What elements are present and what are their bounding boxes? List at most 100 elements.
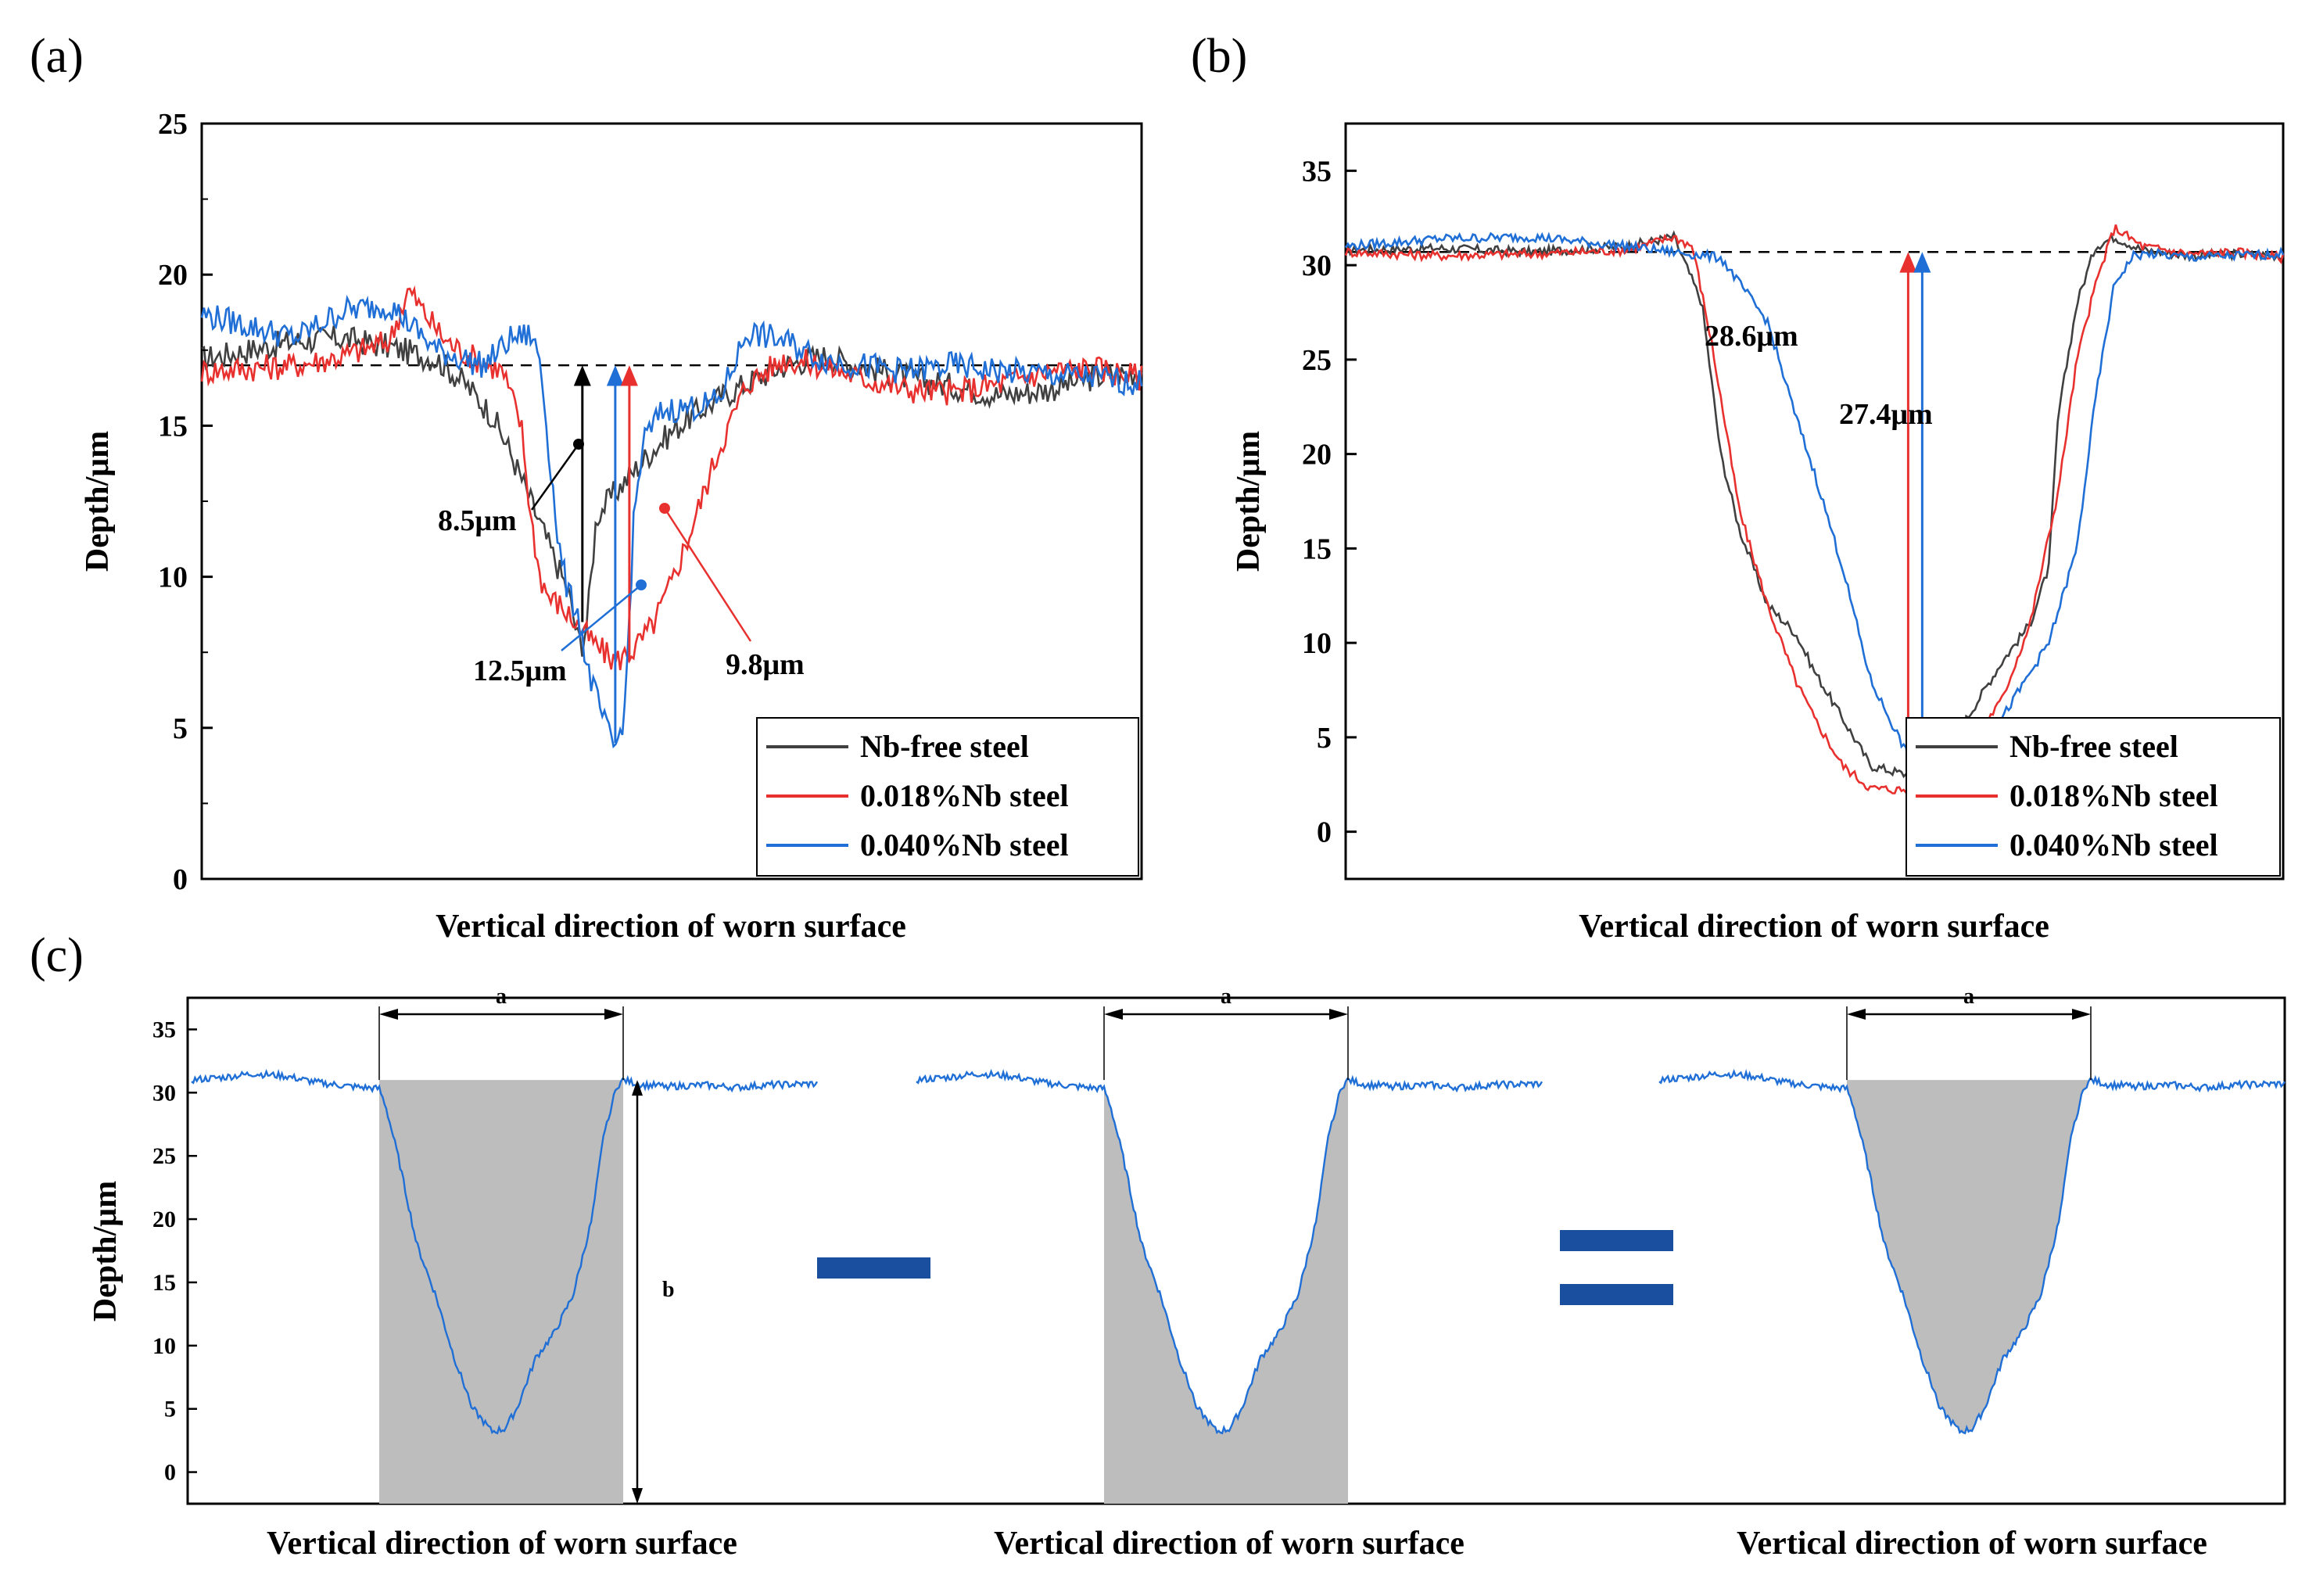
width-arrow-left-c-1: [1104, 1009, 1123, 1020]
legend-label-b-1: 0.018%Nb steel: [2009, 778, 2218, 813]
y-tick-label-c-0: 0: [164, 1460, 176, 1486]
anno-arrowhead-b-0: [1899, 252, 1917, 273]
anno-label-b-0: 28.6μm: [1705, 320, 1798, 353]
y-tick-label-b-6: 30: [1302, 249, 1332, 282]
anno-leader-tip-a-0: [573, 439, 584, 450]
y-tick-label-c-1: 5: [164, 1397, 176, 1422]
y-tick-label-a-5: 25: [158, 108, 188, 141]
height-arrow-bottom-c0: [632, 1488, 643, 1504]
y-tick-label-b-7: 35: [1302, 155, 1332, 188]
equals-operator-top: [1560, 1230, 1673, 1251]
width-label-c-2: a: [1963, 984, 1974, 1009]
y-tick-label-c-6: 30: [152, 1080, 176, 1106]
y-tick-label-b-0: 0: [1317, 816, 1332, 849]
profile-line-c-2: [1658, 1068, 2286, 1435]
anno-leader-a-2: [663, 507, 752, 642]
wear-volume-area-c2: [1847, 1078, 2091, 1433]
anno-arrowhead-b-1: [1913, 252, 1931, 273]
y-tick-label-a-4: 20: [158, 259, 188, 292]
y-tick-label-a-2: 10: [158, 561, 188, 594]
series-line-b-0: [1345, 230, 2285, 782]
y-tick-label-b-1: 5: [1317, 722, 1332, 755]
anno-label-a-2: 9.8μm: [726, 648, 805, 681]
width-label-c-1: a: [1221, 984, 1231, 1009]
below-profile-area-c1: [1104, 1078, 1348, 1504]
subplot-c-0: ab: [191, 984, 819, 1504]
panel-label-c: (c): [30, 929, 84, 982]
x-axis-title-b: Vertical direction of worn surface: [1579, 909, 2049, 945]
anno-leader-tip-a-1: [636, 579, 647, 590]
anno-leader-a-0: [530, 443, 580, 511]
width-arrow-left-c-2: [1847, 1009, 1866, 1020]
sub-x-axis-title-c-2: Vertical direction of worn surface: [1737, 1526, 2207, 1562]
anno-label-b-1: 27.4μm: [1839, 398, 1933, 431]
x-axis-title-a: Vertical direction of worn surface: [436, 909, 906, 945]
y-tick-label-c-4: 20: [152, 1207, 176, 1232]
width-arrow-right-c-1: [1329, 1009, 1348, 1020]
y-axis-a: 0 5 10 15 20 25: [158, 108, 213, 896]
legend-b: Nb-free steel 0.018%Nb steel 0.040%Nb st…: [1906, 717, 2281, 877]
legend-label-a-2: 0.040%Nb steel: [860, 827, 1069, 863]
anno-arrowhead-a-0: [573, 365, 591, 386]
panel-b: (b) 0 5 10 15 20 25 30 35 28.6μm 27.4μm Vertical…: [1191, 30, 2285, 945]
legend-a: Nb-free steel 0.018%Nb steel 0.040%Nb st…: [756, 717, 1139, 877]
y-tick-label-b-3: 15: [1302, 533, 1332, 565]
equals-operator-bottom: [1560, 1284, 1673, 1305]
y-tick-label-b-2: 10: [1302, 627, 1332, 660]
y-tick-label-a-0: 0: [173, 863, 188, 896]
legend-label-a-0: Nb-free steel: [860, 729, 1029, 764]
y-tick-label-c-5: 25: [152, 1143, 176, 1169]
y-axis-title-b: Depth/μm: [1231, 431, 1267, 572]
width-arrow-left-c-0: [379, 1009, 398, 1020]
y-axis-title-a: Depth/μm: [80, 431, 116, 572]
series-group-a: [200, 285, 1143, 749]
series-group-b: [1344, 224, 2285, 796]
width-arrow-right-c-0: [604, 1009, 623, 1020]
width-label-c-0: a: [496, 984, 507, 1009]
series-line-a-0: [201, 325, 1143, 657]
y-tick-label-c-7: 35: [152, 1017, 176, 1042]
panel-label-b: (b): [1191, 30, 1247, 83]
panel-label-a: (a): [30, 30, 84, 83]
annotations-a: 8.5μm 12.5μm 9.8μm: [438, 365, 805, 744]
profile-line-c-1: [916, 1068, 1543, 1435]
y-tick-label-b-4: 20: [1302, 439, 1332, 472]
series-line-b-2: [1344, 231, 2285, 782]
subplot-c-1: a: [916, 984, 1543, 1504]
y-tick-label-b-5: 25: [1302, 344, 1332, 377]
width-arrow-right-c-2: [2072, 1009, 2091, 1020]
anno-arrowhead-a-2: [620, 365, 638, 386]
anno-arrowhead-a-1: [606, 365, 624, 386]
height-label-c0: b: [662, 1278, 675, 1302]
full-rectangle-area-c0: [379, 1080, 623, 1504]
legend-label-b-2: 0.040%Nb steel: [2009, 827, 2218, 863]
sub-x-axis-title-c-0: Vertical direction of worn surface: [267, 1526, 737, 1562]
anno-label-a-0: 8.5μm: [438, 504, 517, 537]
height-arrow-top-c0: [632, 1080, 643, 1096]
y-axis-title-c: Depth/μm: [88, 1181, 124, 1322]
anno-leader-a-1: [561, 584, 642, 651]
y-axis-c: 0 5 10 15 20 25 30 35: [152, 1017, 197, 1486]
y-tick-label-a-3: 15: [158, 410, 188, 443]
y-tick-label-a-1: 5: [173, 712, 188, 745]
y-tick-label-c-3: 15: [152, 1270, 176, 1296]
legend-label-b-0: Nb-free steel: [2009, 729, 2178, 764]
series-line-a-1: [200, 285, 1143, 671]
profile-line-c-0: [191, 1068, 819, 1435]
anno-leader-tip-a-2: [659, 503, 670, 514]
subplots-c: aba a: [191, 984, 2286, 1504]
panel-a: (a) 0 5 10 15 20 25 8.5μm 12.5μm 9.8μm Vertical…: [30, 30, 1143, 945]
y-tick-label-c-2: 10: [152, 1333, 176, 1359]
y-axis-b: 0 5 10 15 20 25 30 35: [1302, 155, 1357, 849]
series-line-b-1: [1344, 224, 2285, 796]
series-line-a-2: [200, 294, 1143, 749]
annotations-b: 28.6μm 27.4μm: [1705, 252, 1933, 792]
plot-frame-b: [1344, 122, 2285, 880]
anno-label-a-1: 12.5μm: [473, 655, 567, 687]
sub-x-axis-title-c-1: Vertical direction of worn surface: [994, 1526, 1465, 1562]
subplot-c-2: a: [1658, 984, 2286, 1435]
legend-label-a-1: 0.018%Nb steel: [860, 778, 1069, 813]
minus-operator: [817, 1257, 930, 1279]
